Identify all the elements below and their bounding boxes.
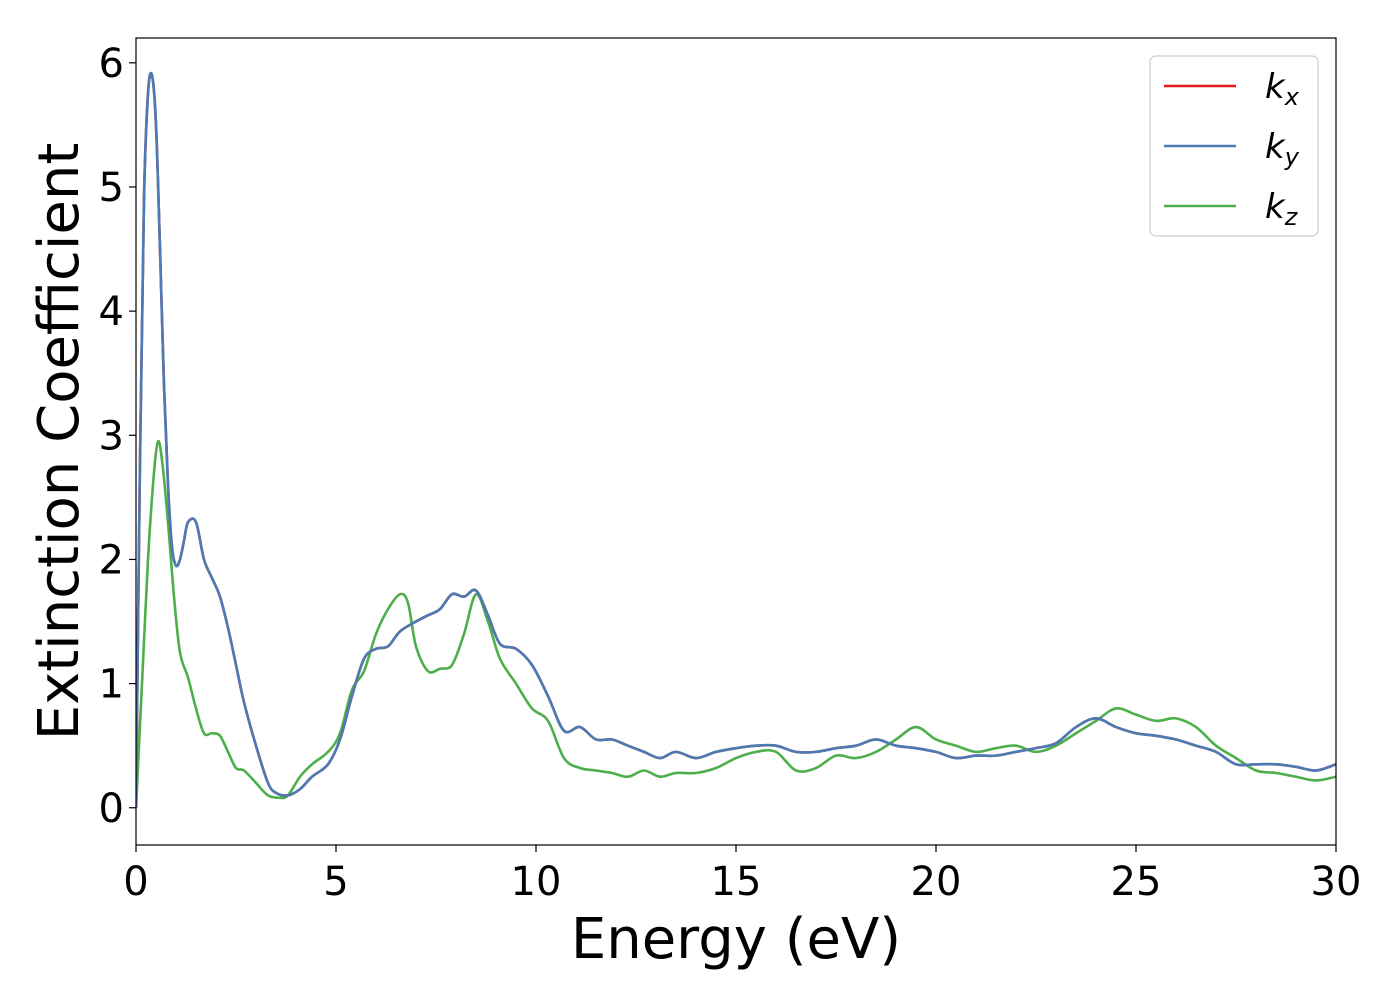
y-tick-label: 6 <box>99 41 124 87</box>
series-line-kz <box>136 439 1336 808</box>
x-axis-title: Energy (eV) <box>571 907 901 972</box>
x-tick-label: 15 <box>711 859 762 905</box>
x-tick-label: 5 <box>323 859 348 905</box>
y-tick-label: 2 <box>99 537 124 583</box>
x-tick-label: 20 <box>911 859 962 905</box>
series-layer <box>136 71 1336 808</box>
y-tick-label: 5 <box>99 165 124 211</box>
legend-label-kz: kz <box>1265 187 1299 231</box>
y-tick-label: 3 <box>99 413 124 459</box>
y-axis-title: Extinction Coefficient <box>27 143 92 741</box>
y-tick-label: 4 <box>99 289 124 335</box>
legend: kx ky kz <box>1149 55 1319 237</box>
y-tick-label: 0 <box>99 786 124 832</box>
x-tick-label: 0 <box>123 859 148 905</box>
x-tick-label: 30 <box>1311 859 1362 905</box>
x-tick-label: 25 <box>1111 859 1162 905</box>
y-tick-label: 1 <box>99 662 124 708</box>
x-tick-label: 10 <box>511 859 562 905</box>
x-axis: 0 5 10 15 20 25 30 <box>123 845 1361 905</box>
y-axis: 0 1 2 3 4 5 6 <box>99 41 136 832</box>
legend-label-ky: ky <box>1265 127 1300 171</box>
series-line-ky <box>136 71 1336 808</box>
legend-label-kx: kx <box>1265 67 1300 111</box>
